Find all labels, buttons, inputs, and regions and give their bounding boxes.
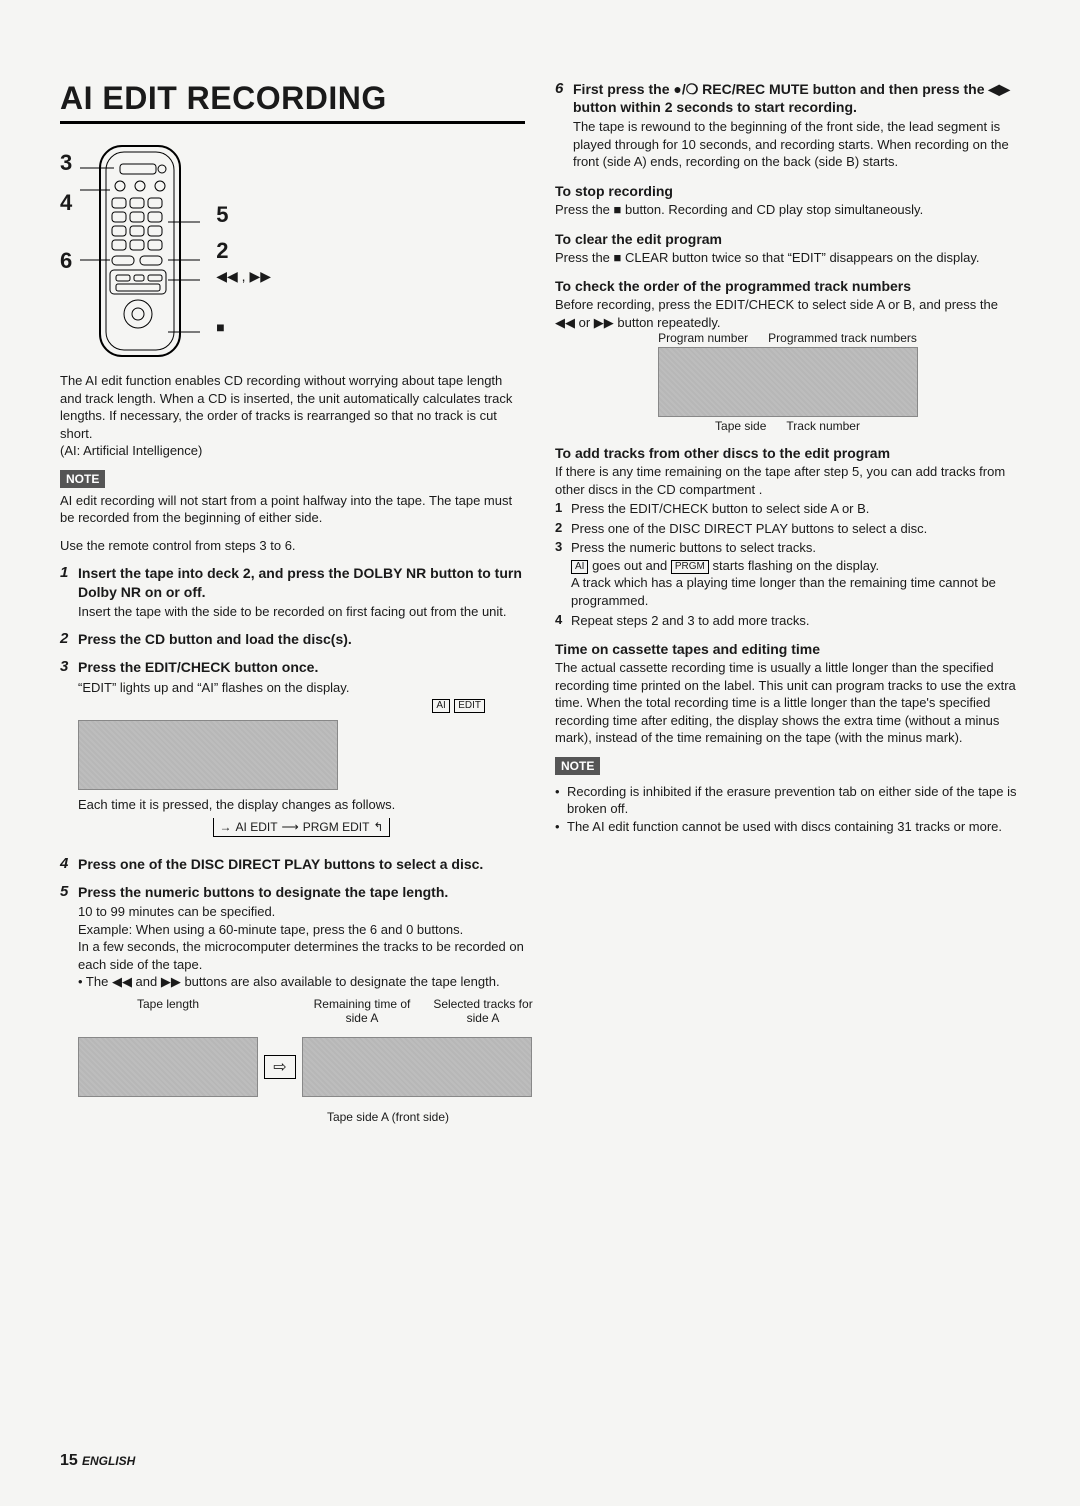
page-lang: ENGLISH xyxy=(82,1454,135,1468)
step-6: 6 First press the ●/❍ REC/REC MUTE butto… xyxy=(555,80,1020,171)
step-3: 3 Press the EDIT/CHECK button once. “EDI… xyxy=(60,658,525,844)
annot-selected: Selected tracks for side A xyxy=(428,997,538,1025)
display-image-left xyxy=(78,1037,258,1097)
step-4: 4 Press one of the DISC DIRECT PLAY butt… xyxy=(60,855,525,873)
note2-a: Recording is inhibited if the erasure pr… xyxy=(567,783,1020,818)
step1-head: Insert the tape into deck 2, and press t… xyxy=(78,564,525,600)
check-cap-a: Tape side xyxy=(715,419,766,433)
remote-diagram: 3 4 6 xyxy=(60,142,525,362)
time-text: The actual cassette recording time is us… xyxy=(555,659,1020,747)
time-head: Time on cassette tapes and editing time xyxy=(555,641,1020,657)
remote-label-2: 2 xyxy=(216,238,271,264)
title-block: AI EDIT RECORDING xyxy=(60,80,525,124)
step5-b: Example: When using a 60-minute tape, pr… xyxy=(78,921,538,939)
ai-inline-badge: AI xyxy=(571,560,588,574)
note-badge-1: NOTE xyxy=(60,470,105,488)
step3-text: “EDIT” lights up and “AI” flashes on the… xyxy=(78,679,525,697)
remote-label-4: 4 xyxy=(60,190,72,216)
check-text: Before recording, press the EDIT/CHECK t… xyxy=(555,296,1020,331)
annot-remaining: Remaining time of side A xyxy=(302,997,422,1025)
right-column: 6 First press the ●/❍ REC/REC MUTE butto… xyxy=(555,80,1020,1127)
step6-head: First press the ●/❍ REC/REC MUTE button … xyxy=(573,80,1020,116)
add-1: Press the EDIT/CHECK button to select si… xyxy=(571,500,869,518)
add-3c: A track which has a playing time longer … xyxy=(571,574,1020,609)
ai-badge: AI xyxy=(432,699,449,713)
step-num-3: 3 xyxy=(60,658,78,844)
step4-head: Press one of the DISC DIRECT PLAY button… xyxy=(78,855,525,873)
clear-head: To clear the edit program xyxy=(555,231,1020,247)
stop-text: Press the ■ button. Recording and CD pla… xyxy=(555,201,1020,219)
intro-ai: (AI: Artificial Intelligence) xyxy=(60,442,525,460)
add-head: To add tracks from other discs to the ed… xyxy=(555,445,1020,461)
display-image-right xyxy=(302,1037,532,1097)
stop-head: To stop recording xyxy=(555,183,1020,199)
step-1: 1 Insert the tape into deck 2, and press… xyxy=(60,564,525,620)
step-2: 2 Press the CD button and load the disc(… xyxy=(60,630,525,648)
flow-prgm-edit: PRGM EDIT xyxy=(303,820,370,834)
step5-d: • The ◀◀ and ▶▶ buttons are also availab… xyxy=(78,973,538,991)
add-4: Repeat steps 2 and 3 to add more tracks. xyxy=(571,612,809,630)
add-3b-mid: goes out and xyxy=(588,558,670,573)
step6-text: The tape is rewound to the beginning of … xyxy=(573,118,1020,171)
step-5: 5 Press the numeric buttons to designate… xyxy=(60,883,525,1125)
flow-diagram: → AI EDIT ⟶ PRGM EDIT ↰ xyxy=(78,818,525,837)
step-num-1: 1 xyxy=(60,564,78,620)
page-num-value: 15 xyxy=(60,1452,78,1469)
step-num-6: 6 xyxy=(555,80,573,171)
annot-programmed-tracks: Programmed track numbers xyxy=(768,331,917,345)
add-3a: Press the numeric buttons to select trac… xyxy=(571,539,1020,557)
note1-text: AI edit recording will not start from a … xyxy=(60,492,525,527)
intro-text: The AI edit function enables CD recordin… xyxy=(60,372,525,442)
note2-list: Recording is inhibited if the erasure pr… xyxy=(555,783,1020,836)
step5-cap-bottom: Tape side A (front side) xyxy=(238,1109,538,1125)
step3-cap: Each time it is pressed, the display cha… xyxy=(78,796,525,814)
remote-label-6: 6 xyxy=(60,248,72,274)
page-title: AI EDIT RECORDING xyxy=(60,80,525,117)
display-image-check xyxy=(658,347,918,417)
step5-c: In a few seconds, the microcomputer dete… xyxy=(78,938,538,973)
add-2: Press one of the DISC DIRECT PLAY button… xyxy=(571,520,927,538)
arrow-icon: ⇨ xyxy=(264,1055,296,1079)
note2-b: The AI edit function cannot be used with… xyxy=(567,818,1002,836)
add-intro: If there is any time remaining on the ta… xyxy=(555,463,1020,498)
step-num-5: 5 xyxy=(60,883,78,1125)
step3-head: Press the EDIT/CHECK button once. xyxy=(78,658,525,676)
add-3b-tail: starts flashing on the display. xyxy=(709,558,879,573)
add-3b: AI goes out and PRGM starts flashing on … xyxy=(571,557,1020,575)
remote-label-stop: ■ xyxy=(216,319,271,335)
step2-head: Press the CD button and load the disc(s)… xyxy=(78,630,525,648)
check-head: To check the order of the programmed tra… xyxy=(555,278,1020,294)
remote-labels-left: 3 4 6 xyxy=(60,150,72,274)
note-badge-2: NOTE xyxy=(555,757,600,775)
edit-badge: EDIT xyxy=(454,699,485,713)
remote-hint: Use the remote control from steps 3 to 6… xyxy=(60,537,525,555)
remote-label-5: 5 xyxy=(216,202,271,228)
display-row: ⇨ xyxy=(78,1031,538,1103)
remote-label-rewff: ◀◀ , ▶▶ xyxy=(216,268,271,285)
clear-text: Press the ■ CLEAR button twice so that “… xyxy=(555,249,1020,267)
step1-text: Insert the tape with the side to be reco… xyxy=(78,603,525,621)
step-num-4: 4 xyxy=(60,855,78,873)
remote-labels-right: 5 2 ◀◀ , ▶▶ ■ xyxy=(216,142,271,335)
step-num-2: 2 xyxy=(60,630,78,648)
title-rule xyxy=(60,121,525,124)
remote-svg xyxy=(80,142,200,362)
step5-head: Press the numeric buttons to designate t… xyxy=(78,883,538,901)
page-number: 15 ENGLISH xyxy=(60,1452,135,1470)
remote-label-3: 3 xyxy=(60,150,72,176)
prgm-inline-badge: PRGM xyxy=(671,560,709,574)
step5-a: 10 to 99 minutes can be specified. xyxy=(78,903,538,921)
flow-ai-edit: AI EDIT xyxy=(236,820,278,834)
annot-tape-length: Tape length xyxy=(78,997,258,1025)
annot-program-number: Program number xyxy=(658,331,748,345)
display-image-1 xyxy=(78,720,338,790)
left-column: AI EDIT RECORDING 3 4 6 xyxy=(60,80,525,1127)
check-cap-b: Track number xyxy=(786,419,860,433)
